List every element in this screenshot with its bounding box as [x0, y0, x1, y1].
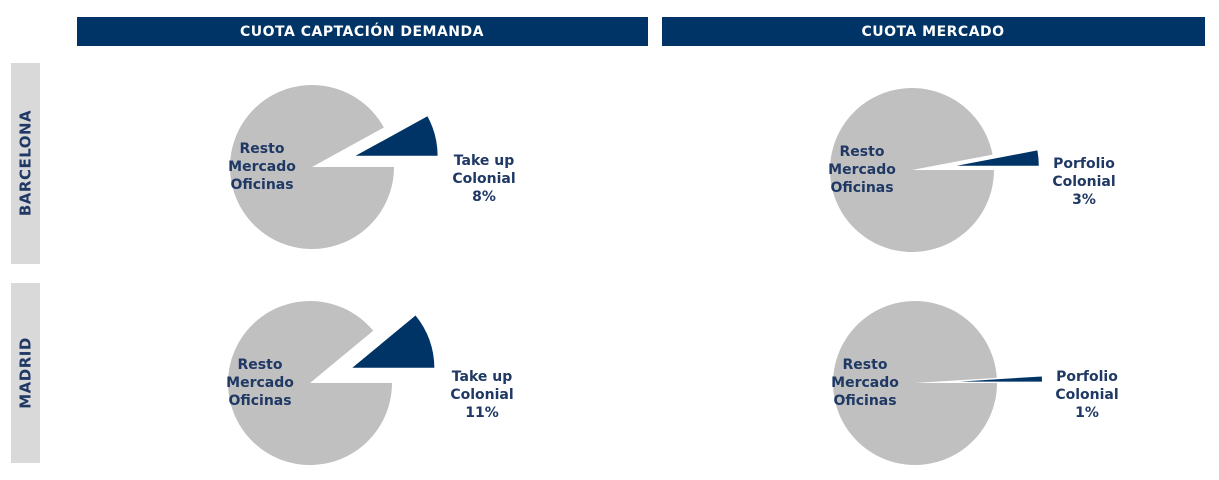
pie-slice	[352, 315, 435, 368]
header-bar	[77, 17, 648, 46]
value-label: 8%	[472, 189, 496, 205]
category-label: Take up Colonial	[450, 369, 514, 403]
category-label: Porfolio Colonial	[1055, 369, 1119, 403]
pie-slice	[230, 84, 394, 249]
slice-label: Take up Colonial 8%	[439, 152, 529, 206]
column-header: CUOTA CAPTACIÓN DEMANDA	[240, 22, 484, 40]
slice-label: Resto Mercado Oficinas	[217, 140, 307, 194]
pie-slice	[355, 116, 438, 156]
value-label: 1%	[1075, 405, 1099, 421]
column-header: CUOTA MERCADO	[861, 24, 1004, 40]
category-label: Resto Mercado Oficinas	[828, 144, 896, 196]
slice-label: Resto Mercado Oficinas	[215, 356, 305, 410]
slice-label: Resto Mercado Oficinas	[817, 143, 907, 197]
row-label: MADRID	[17, 337, 35, 409]
pie-slice	[227, 300, 392, 465]
category-label: Resto Mercado Oficinas	[226, 357, 294, 409]
row-label-box	[11, 63, 40, 264]
slice-label: Porfolio Colonial 3%	[1039, 155, 1129, 209]
pie-slice	[830, 88, 994, 253]
pie-slice	[959, 376, 1042, 382]
slice-label: Resto Mercado Oficinas	[820, 356, 910, 410]
header-bar	[662, 17, 1205, 46]
category-label: Take up Colonial	[452, 153, 516, 187]
category-label: Porfolio Colonial	[1052, 156, 1116, 190]
value-label: 11%	[465, 405, 499, 421]
category-label: Resto Mercado Oficinas	[228, 141, 296, 193]
category-label: Resto Mercado Oficinas	[831, 357, 899, 409]
pie-slice	[956, 150, 1039, 166]
row-label: BARCELONA	[17, 110, 35, 216]
slice-label: Take up Colonial 11%	[437, 368, 527, 422]
row-label-box	[11, 283, 40, 463]
slice-label: Porfolio Colonial 1%	[1042, 368, 1132, 422]
value-label: 3%	[1072, 192, 1096, 208]
pie-slice	[832, 300, 997, 465]
